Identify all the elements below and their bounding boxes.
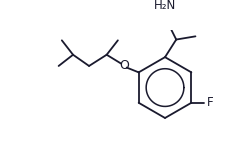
Text: F: F <box>206 96 213 109</box>
Text: O: O <box>119 59 129 72</box>
Text: H₂N: H₂N <box>154 0 176 12</box>
